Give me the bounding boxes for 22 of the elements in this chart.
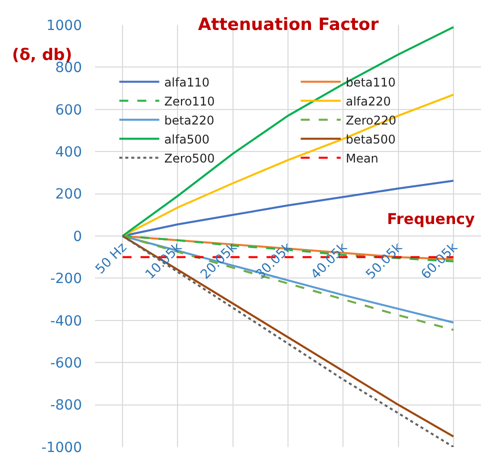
legend-label: beta500 bbox=[346, 132, 396, 146]
legend-label: alfa110 bbox=[164, 75, 210, 90]
x-tick-label: 50 Hz bbox=[93, 240, 130, 278]
legend-label: Zero110 bbox=[164, 94, 215, 108]
y-tick-label: -600 bbox=[50, 356, 82, 372]
legend-label: Zero500 bbox=[164, 151, 215, 166]
y-tick-label: 0 bbox=[73, 228, 82, 245]
y-tick-label: 400 bbox=[55, 144, 82, 160]
y-tick-label: 600 bbox=[55, 102, 82, 118]
y-tick-label: -200 bbox=[50, 271, 82, 288]
y-tick-label: -400 bbox=[50, 313, 82, 330]
x-axis-title: Frequency bbox=[387, 210, 476, 228]
legend-label: beta220 bbox=[164, 113, 214, 128]
y-tick-label: 1000 bbox=[46, 18, 82, 34]
legend-label: beta110 bbox=[346, 75, 396, 90]
y-tick-label: 200 bbox=[55, 186, 82, 203]
legend-label: Mean bbox=[346, 151, 378, 166]
y-tick-label: -1000 bbox=[41, 440, 82, 456]
legend-label: alfa500 bbox=[164, 132, 210, 146]
y-tick-label: -800 bbox=[50, 398, 82, 414]
chart-title: Attenuation Factor bbox=[198, 15, 380, 35]
legend-label: alfa220 bbox=[346, 94, 391, 108]
